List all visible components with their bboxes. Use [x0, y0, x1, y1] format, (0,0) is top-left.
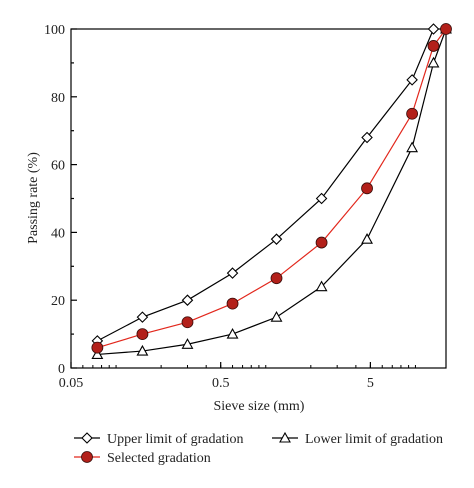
x-axis-title: Sieve size (mm): [214, 399, 305, 414]
data-point: [181, 316, 194, 329]
y-tick-label: 40: [51, 226, 65, 241]
data-point: [406, 107, 419, 120]
data-point: [315, 192, 328, 205]
data-point: [136, 311, 149, 323]
legend-item-upper-limit-of-gradation: Upper limit of gradation: [74, 432, 243, 447]
data-point: [361, 182, 373, 195]
data-point: [315, 280, 328, 292]
series-upper-limit-of-gradation: [91, 23, 440, 347]
x-tick-label: 0.5: [212, 376, 230, 391]
data-point: [91, 348, 104, 359]
legend-marker: [81, 451, 93, 463]
y-tick-label: 80: [51, 91, 65, 106]
y-tick-label: 100: [44, 23, 65, 38]
series-line: [97, 28, 447, 349]
data-point: [361, 131, 373, 144]
series-layer: [91, 22, 452, 359]
data-point: [361, 233, 373, 244]
legend-label: Upper limit of gradation: [107, 432, 243, 447]
data-point: [270, 233, 283, 245]
data-point: [226, 327, 239, 339]
y-tick-label: 0: [58, 362, 65, 377]
y-tick-label: 60: [51, 159, 65, 174]
y-axis: 0 20 40 60 80 100: [44, 23, 77, 377]
x-tick-label: 5: [367, 376, 374, 391]
plot-frame: [70, 28, 447, 369]
data-point: [427, 56, 440, 68]
data-point: [181, 338, 194, 349]
data-point: [427, 23, 440, 35]
data-point: [406, 141, 419, 153]
data-point: [315, 236, 328, 249]
legend-marker: [279, 431, 291, 443]
y-axis-title: Passing rate (%): [26, 152, 41, 244]
data-point: [181, 294, 194, 306]
data-point: [270, 311, 283, 322]
data-point: [270, 272, 283, 285]
data-point: [136, 328, 149, 341]
legend-item-selected-gradation: Selected gradation: [74, 451, 211, 466]
series-line: [97, 28, 447, 356]
x-tick-label: 0.05: [59, 376, 84, 391]
data-point: [440, 23, 452, 35]
data-point: [427, 40, 440, 52]
legend: Upper limit of gradation Lower limit of g…: [74, 431, 443, 466]
data-point: [91, 341, 104, 354]
data-point: [226, 297, 239, 310]
legend-label: Lower limit of gradation: [305, 432, 443, 447]
series-lower-limit-of-gradation: [91, 22, 452, 359]
legend-marker: [81, 432, 93, 444]
y-tick-label: 20: [51, 294, 65, 309]
data-point: [136, 344, 149, 356]
series-line: [97, 28, 435, 342]
legend-label: Selected gradation: [107, 451, 211, 466]
data-point: [406, 74, 418, 86]
plot-area: [70, 28, 447, 369]
x-axis: 0.05 0.5 5: [59, 362, 416, 391]
series-selected-gradation: [91, 23, 452, 354]
data-point: [226, 267, 239, 279]
legend-item-lower-limit-of-gradation: Lower limit of gradation: [272, 431, 443, 447]
